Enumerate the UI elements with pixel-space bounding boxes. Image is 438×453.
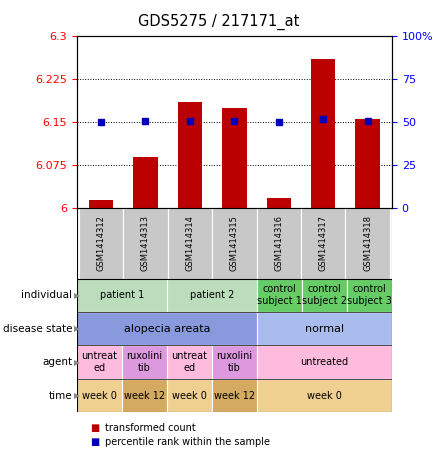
Text: percentile rank within the sample: percentile rank within the sample: [105, 437, 270, 447]
Bar: [346, 208, 390, 279]
Text: week 0: week 0: [82, 390, 117, 400]
Text: normal: normal: [305, 324, 344, 334]
Text: GSM1414315: GSM1414315: [230, 216, 239, 271]
Bar: [212, 208, 257, 279]
Bar: [212, 345, 257, 379]
Bar: [77, 279, 167, 312]
Bar: [122, 379, 167, 412]
Text: transformed count: transformed count: [105, 423, 196, 433]
Text: ▶: ▶: [74, 357, 80, 366]
Text: agent: agent: [42, 357, 72, 367]
Bar: [178, 102, 202, 208]
Text: GSM1414316: GSM1414316: [274, 216, 283, 271]
Text: control
subject 2: control subject 2: [302, 284, 347, 306]
Bar: [79, 208, 123, 279]
Bar: [77, 345, 122, 379]
Text: untreat
ed: untreat ed: [171, 352, 207, 373]
Text: alopecia areata: alopecia areata: [124, 324, 210, 334]
Bar: [167, 379, 212, 412]
Text: week 0: week 0: [307, 390, 342, 400]
Bar: [77, 379, 122, 412]
Text: week 0: week 0: [172, 390, 207, 400]
Text: GSM1414312: GSM1414312: [97, 216, 106, 271]
Bar: [257, 345, 392, 379]
Bar: [302, 279, 347, 312]
Bar: [167, 345, 212, 379]
Bar: [257, 279, 302, 312]
Text: ruxolini
tib: ruxolini tib: [216, 352, 252, 373]
Bar: [167, 279, 257, 312]
Bar: [301, 208, 346, 279]
Text: control
subject 1: control subject 1: [257, 284, 302, 306]
Text: ruxolini
tib: ruxolini tib: [126, 352, 162, 373]
Text: GSM1414318: GSM1414318: [363, 216, 372, 271]
Text: disease state: disease state: [3, 324, 72, 334]
Bar: [122, 345, 167, 379]
Text: GDS5275 / 217171_at: GDS5275 / 217171_at: [138, 14, 300, 30]
Text: ■: ■: [90, 423, 99, 433]
Text: GSM1414313: GSM1414313: [141, 216, 150, 271]
Bar: [311, 59, 336, 208]
Text: individual: individual: [21, 290, 72, 300]
Text: untreat
ed: untreat ed: [81, 352, 117, 373]
Text: GSM1414314: GSM1414314: [185, 216, 194, 271]
Bar: [212, 379, 257, 412]
Bar: [77, 312, 257, 345]
Bar: [257, 312, 392, 345]
Text: GSM1414317: GSM1414317: [319, 216, 328, 271]
Bar: [133, 157, 158, 208]
Text: patient 2: patient 2: [190, 290, 234, 300]
Text: week 12: week 12: [124, 390, 165, 400]
Bar: [267, 198, 291, 208]
Text: control
subject 3: control subject 3: [347, 284, 392, 306]
Text: ▶: ▶: [74, 391, 80, 400]
Bar: [257, 379, 392, 412]
Text: ▶: ▶: [74, 291, 80, 300]
Bar: [222, 108, 247, 208]
Bar: [89, 200, 113, 208]
Text: week 12: week 12: [214, 390, 255, 400]
Bar: [123, 208, 168, 279]
Bar: [257, 208, 301, 279]
Text: untreated: untreated: [300, 357, 349, 367]
Bar: [347, 279, 392, 312]
Text: patient 1: patient 1: [99, 290, 144, 300]
Text: ■: ■: [90, 437, 99, 447]
Bar: [355, 120, 380, 208]
Text: ▶: ▶: [74, 324, 80, 333]
Text: time: time: [49, 390, 72, 400]
Bar: [168, 208, 212, 279]
